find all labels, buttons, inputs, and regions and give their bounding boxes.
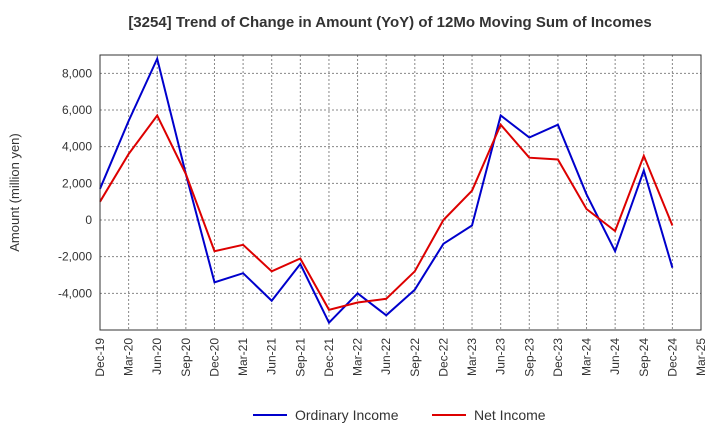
x-tick-label: Dec-23 <box>551 338 565 377</box>
legend-label: Ordinary Income <box>295 407 399 423</box>
x-tick-label: Mar-20 <box>122 338 136 376</box>
y-axis-label: Amount (million yen) <box>7 133 22 252</box>
y-tick-label: 6,000 <box>62 103 92 117</box>
series-line-ordinary-income <box>99 55 674 325</box>
y-tick-label: 2,000 <box>62 176 92 190</box>
x-tick-label: Dec-19 <box>93 338 107 377</box>
x-tick-label: Sep-22 <box>408 338 422 377</box>
x-tick-label: Mar-21 <box>236 338 250 376</box>
series-line-net-income <box>99 113 674 311</box>
axes: Dec-19 Mar-20 Jun-20 Sep-20 Dec-20 Mar-21 Jun-… <box>58 66 708 376</box>
legend-label: Net Income <box>474 407 546 423</box>
x-tick-label: Mar-22 <box>351 338 365 376</box>
plot-area-frame <box>99 54 702 331</box>
x-tick-label: Jun-21 <box>265 338 279 375</box>
x-tick-label: Mar-25 <box>694 338 708 376</box>
x-tick-label: Dec-20 <box>207 338 221 377</box>
series-lines <box>99 55 674 325</box>
x-tick-label: Sep-23 <box>522 338 536 377</box>
x-tick-label: Mar-24 <box>580 338 594 376</box>
legend: Ordinary Income Net Income <box>253 407 546 423</box>
x-tick-label: Jun-24 <box>608 338 622 375</box>
chart-title: [3254] Trend of Change in Amount (YoY) o… <box>128 14 652 31</box>
x-tick-label: Mar-23 <box>465 338 479 376</box>
x-tick-label: Dec-21 <box>322 338 336 377</box>
y-tick-label: -2,000 <box>58 250 92 264</box>
x-tick-label: Jun-22 <box>379 338 393 375</box>
y-tick-label: -4,000 <box>58 286 92 300</box>
y-tick-label: 8,000 <box>62 66 92 80</box>
y-tick-label: 4,000 <box>62 140 92 154</box>
x-tick-label: Jun-20 <box>150 338 164 375</box>
x-tick-label: Sep-21 <box>293 338 307 377</box>
x-tick-label: Dec-22 <box>436 338 450 377</box>
x-tick-label: Sep-20 <box>179 338 193 377</box>
x-tick-label: Jun-23 <box>494 338 508 375</box>
x-tick-label: Dec-24 <box>665 338 679 377</box>
x-tick-label: Sep-24 <box>637 338 651 377</box>
y-tick-label: 0 <box>85 213 92 227</box>
